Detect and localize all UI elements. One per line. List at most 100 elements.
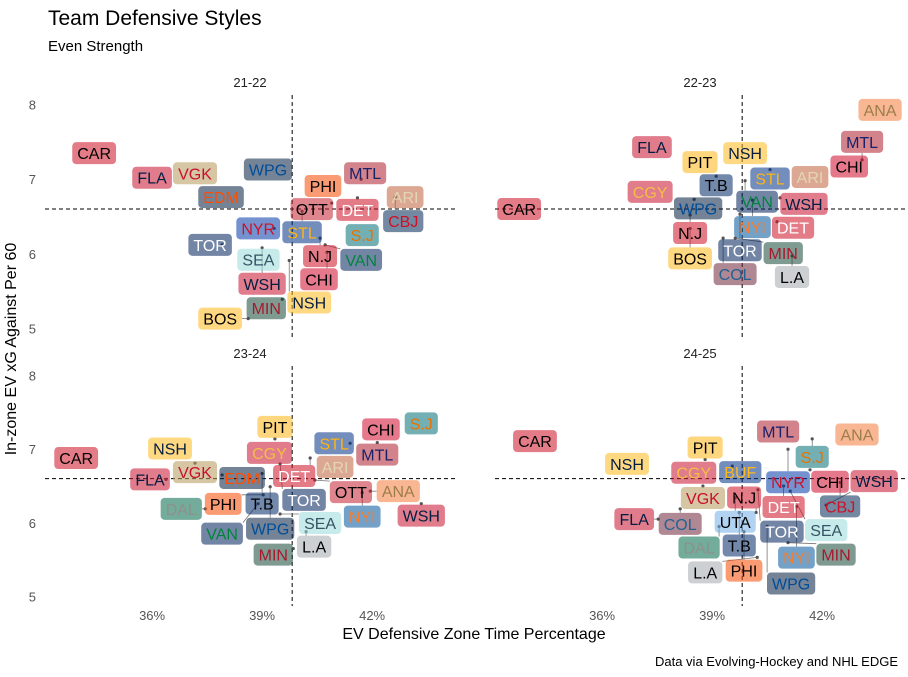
team-label-text: N.J	[308, 249, 332, 266]
team-label-background	[160, 497, 202, 520]
team-label: FLA	[632, 136, 672, 159]
data-source-caption: Data via Evolving-Hockey and NHL EDGE	[654, 654, 898, 669]
team-label-text: L.A	[302, 540, 326, 557]
team-label: CBJ	[383, 210, 424, 233]
team-label-text: CAR	[518, 434, 552, 451]
chart-subtitle: Even Strength	[48, 38, 144, 55]
team-label-background	[356, 443, 399, 466]
team-label: MTL	[841, 130, 884, 153]
team-label: MIN	[246, 297, 286, 320]
team-label-text: VGK	[178, 166, 212, 183]
team-label: NYI	[343, 505, 381, 528]
team-label: BOS	[198, 307, 243, 330]
team-label-background	[757, 420, 800, 443]
team-label-background	[497, 198, 542, 221]
team-label-text: CHI	[816, 475, 844, 492]
team-label: CBJ	[819, 495, 861, 518]
team-label-text: NSH	[153, 441, 187, 458]
team-label-text: T.B	[728, 539, 751, 556]
team-label-text: CHI	[305, 272, 333, 289]
team-label-text: NSH	[610, 457, 644, 474]
team-label: CHI	[830, 155, 869, 178]
team-label-background	[383, 210, 424, 233]
team-label-background	[362, 418, 400, 441]
team-label: DAL	[678, 536, 720, 559]
x-tick-label: 39%	[699, 608, 725, 623]
team-label-text: NSH	[728, 146, 762, 163]
team-label-background	[688, 561, 723, 584]
team-label-text: BOS	[673, 251, 707, 268]
team-label: ARI	[386, 186, 424, 209]
team-label-background	[376, 480, 420, 503]
team-label-text: WSH	[855, 474, 892, 491]
team-label-background	[795, 445, 829, 468]
team-label: OTT	[329, 481, 373, 504]
team-label-text: L.A	[780, 270, 804, 287]
team-label-text: DET	[768, 500, 800, 517]
team-label-background	[766, 471, 810, 494]
team-label-text: WPG	[679, 201, 717, 218]
team-label: CGY	[246, 441, 292, 464]
team-label-text: SEA	[304, 516, 336, 533]
team-label-background	[719, 461, 762, 484]
data-point-marker	[755, 555, 759, 560]
team-label-text: PHI	[310, 179, 337, 196]
team-label-text: COL	[719, 267, 752, 284]
team-label: NYR	[236, 217, 281, 240]
team-label-text: DET	[341, 203, 373, 220]
team-label-background	[614, 508, 655, 531]
team-label-background	[345, 224, 379, 247]
team-label-text: BOS	[203, 312, 237, 329]
team-labels: CAR NSH CGY PIT BUF ANA MTL S.J NYR CHI CBJ DET VGKU…	[513, 420, 898, 595]
team-label: CHI	[362, 418, 400, 441]
team-label-text: PHI	[210, 497, 237, 514]
team-label: NYI	[734, 216, 771, 239]
team-label-background	[718, 239, 762, 262]
team-label: UTA	[714, 510, 756, 533]
data-point-marker	[721, 236, 725, 240]
team-label-text: MTL	[349, 166, 381, 183]
team-label: L.A	[774, 266, 810, 289]
data-point-marker	[375, 440, 379, 445]
team-label-text: FLA	[620, 512, 650, 529]
team-label-background	[811, 470, 849, 493]
team-label-background	[386, 186, 424, 209]
team-label-background	[714, 510, 756, 533]
team-label-background	[296, 535, 332, 558]
team-label-text: STL	[755, 172, 784, 189]
team-label-text: ARI	[392, 190, 419, 207]
team-label: VAN	[201, 522, 243, 545]
team-label-background	[273, 465, 316, 488]
team-label: VAN	[340, 248, 383, 271]
y-tick-label: 6	[29, 247, 36, 262]
team-label-background	[340, 248, 383, 271]
team-label-text: MIN	[821, 548, 850, 565]
y-tick-label: 8	[29, 98, 36, 113]
team-label-text: TOR	[193, 238, 226, 255]
team-label-text: OTT	[335, 485, 367, 502]
team-label-background	[605, 452, 649, 475]
team-label-text: FLA	[637, 140, 667, 157]
team-label-background	[246, 517, 295, 540]
team-label: T.B	[699, 174, 733, 197]
team-label-text: DET	[777, 221, 809, 238]
team-label: L.A	[688, 561, 723, 584]
team-label-background	[54, 447, 99, 470]
team-label-text: VAN	[206, 527, 238, 544]
team-label-background	[830, 155, 869, 178]
data-point-marker	[260, 246, 264, 250]
team-label-text: ARI	[322, 460, 349, 477]
team-label-text: NSH	[292, 295, 326, 312]
y-tick-label: 7	[29, 172, 36, 187]
team-label-text: T.B	[705, 178, 728, 195]
team-label-text: WPG	[251, 522, 289, 539]
team-label: STL	[282, 221, 322, 244]
team-label: TOR	[718, 239, 762, 262]
team-label-text: CGY	[633, 185, 668, 202]
team-label-text: WPG	[772, 576, 810, 593]
team-label-text: STL	[319, 436, 348, 453]
data-point-marker	[701, 484, 705, 488]
x-axis-label: EV Defensive Zone Time Percentage	[342, 626, 606, 643]
team-label: NSH	[287, 291, 332, 314]
team-label-text: FLA	[137, 171, 167, 188]
